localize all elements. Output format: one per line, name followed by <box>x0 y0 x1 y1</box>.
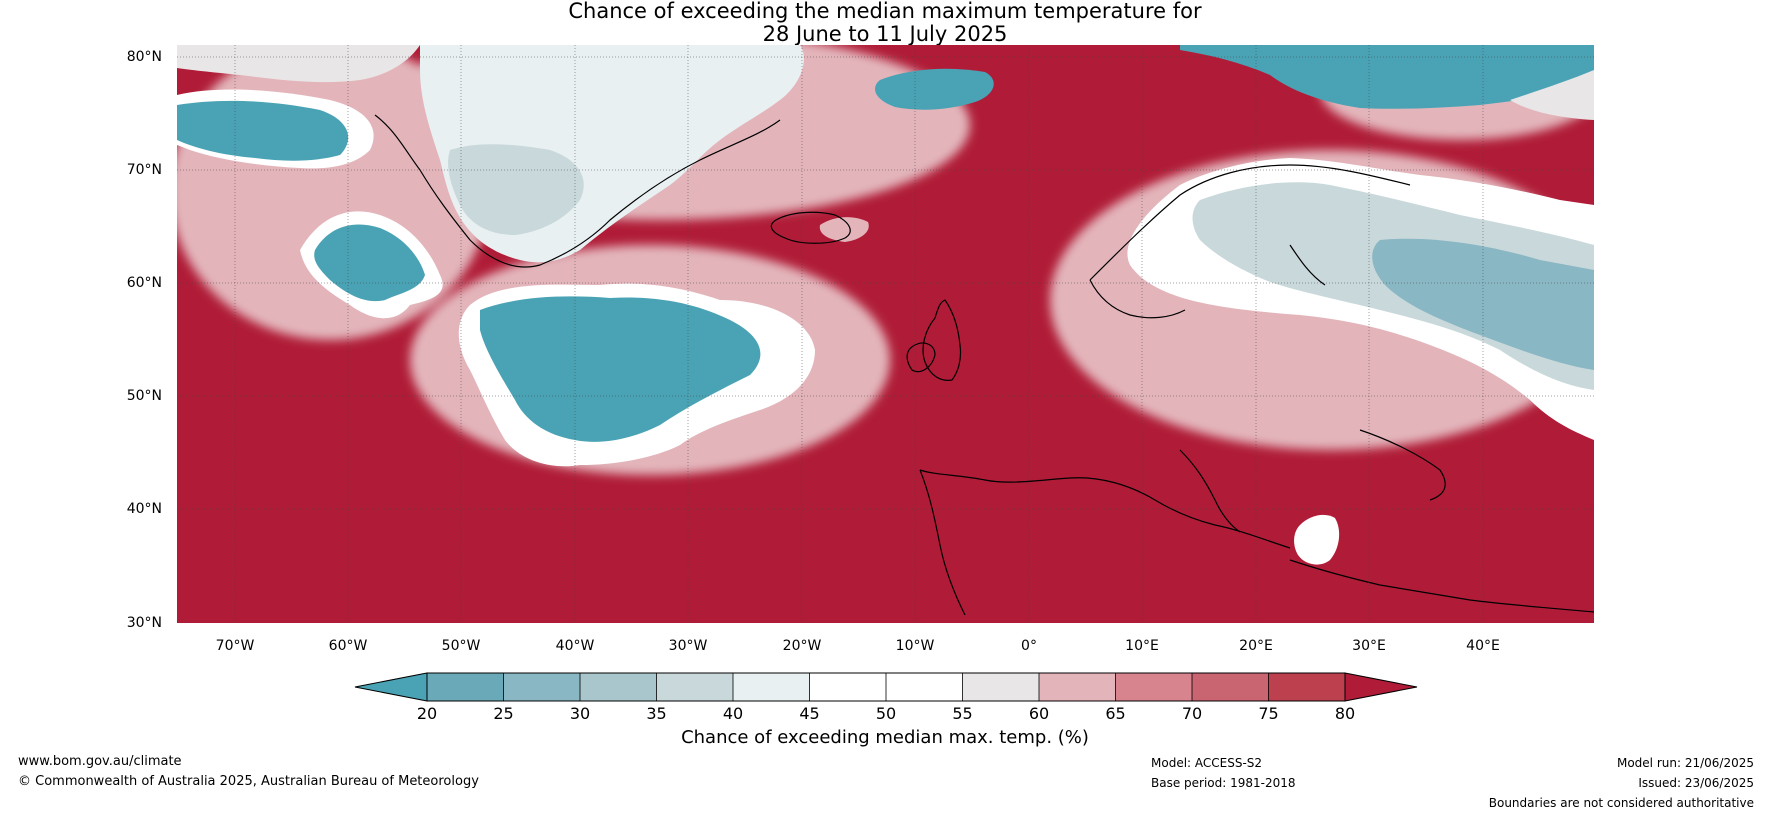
copyright-notice: © Commonwealth of Australia 2025, Austra… <box>18 774 479 789</box>
colorbar: 20 25 30 35 40 45 50 55 60 65 70 75 80 <box>354 672 1418 723</box>
colorbar-segment-20-25 <box>427 673 504 701</box>
russia-cool-core <box>1372 238 1594 370</box>
lon-label-40w: 40°W <box>556 638 595 654</box>
colorbar-segment-40-45 <box>733 673 810 701</box>
colorbar-segment-25-30 <box>503 673 580 701</box>
colorbar-tick-labels: 20 25 30 35 40 45 50 55 60 65 70 75 80 <box>417 704 1355 723</box>
colorbar-segment-60-65 <box>1039 673 1116 701</box>
lat-label-40n: 40°N <box>127 501 162 517</box>
colorbar-tick-55: 55 <box>952 704 972 723</box>
colorbar-tick-40: 40 <box>723 704 743 723</box>
colorbar-title: Chance of exceeding median max. temp. (%… <box>681 727 1089 748</box>
website-link[interactable]: www.bom.gov.au/climate <box>18 754 182 769</box>
map-title-line2: 28 June to 11 July 2025 <box>762 22 1008 46</box>
colorbar-tick-65: 65 <box>1105 704 1125 723</box>
svalbard-cool-anomaly <box>1180 45 1594 109</box>
map-title-line1: Chance of exceeding the median maximum t… <box>568 0 1202 23</box>
colorbar-tick-75: 75 <box>1258 704 1278 723</box>
lat-label-50n: 50°N <box>127 388 162 404</box>
colorbar-tick-50: 50 <box>876 704 896 723</box>
colorbar-tick-30: 30 <box>570 704 590 723</box>
barents-neutral <box>1510 70 1594 120</box>
base-period: Base period: 1981-2018 <box>1151 776 1296 790</box>
lon-label-0: 0° <box>1021 638 1037 654</box>
colorbar-tick-70: 70 <box>1182 704 1202 723</box>
colorbar-high-extension <box>1344 672 1418 702</box>
colorbar-segment-70-75 <box>1192 673 1269 701</box>
boundaries-disclaimer: Boundaries are not considered authoritat… <box>1488 796 1754 810</box>
model-run-date: Model run: 21/06/2025 <box>1616 756 1754 770</box>
latitude-labels: 80°N 70°N 60°N 50°N 40°N 30°N <box>127 49 162 631</box>
colorbar-segment-55-60 <box>962 673 1039 701</box>
lon-label-60w: 60°W <box>329 638 368 654</box>
colorbar-segment-35-40 <box>656 673 733 701</box>
colorbar-tick-60: 60 <box>1029 704 1049 723</box>
probability-field <box>177 45 1594 623</box>
lon-label-70w: 70°W <box>216 638 255 654</box>
aegean-neutral-spot <box>1294 514 1340 565</box>
lon-label-20e: 20°E <box>1239 638 1273 654</box>
colorbar-segment-75-80 <box>1268 673 1345 701</box>
colorbar-tick-20: 20 <box>417 704 437 723</box>
greenland-light-blue <box>448 144 584 235</box>
colorbar-segment-30-35 <box>580 673 657 701</box>
lon-label-10e: 10°E <box>1125 638 1159 654</box>
colorbar-low-extension <box>354 672 428 702</box>
model-name: Model: ACCESS-S2 <box>1151 756 1263 770</box>
colorbar-dividers <box>503 673 1269 701</box>
lon-label-20w: 20°W <box>783 638 822 654</box>
greenland-north-neutral <box>177 45 420 83</box>
lat-label-70n: 70°N <box>127 162 162 178</box>
baffin-cool-core <box>314 224 425 302</box>
lat-label-60n: 60°N <box>127 275 162 291</box>
iceland-cool-spot <box>819 217 869 242</box>
lat-label-30n: 30°N <box>127 615 162 631</box>
lon-label-10w: 10°W <box>896 638 935 654</box>
north-atlantic-cool-core <box>480 296 761 442</box>
lon-label-30e: 30°E <box>1352 638 1386 654</box>
lon-label-50w: 50°W <box>442 638 481 654</box>
colorbar-tick-35: 35 <box>646 704 666 723</box>
colorbar-tick-25: 25 <box>493 704 513 723</box>
issued-date: Issued: 23/06/2025 <box>1638 776 1754 790</box>
graticule <box>177 45 1594 623</box>
lat-label-80n: 80°N <box>127 49 162 65</box>
arctic-canada-cool-core <box>177 100 349 161</box>
colorbar-tick-45: 45 <box>799 704 819 723</box>
colorbar-tick-80: 80 <box>1335 704 1355 723</box>
colorbar-segment-45-50 <box>809 673 886 701</box>
lon-label-40e: 40°E <box>1466 638 1500 654</box>
lon-label-30w: 30°W <box>669 638 708 654</box>
colorbar-segment-50-55 <box>886 673 963 701</box>
greenland-sea-cool-anomaly <box>875 68 994 110</box>
colorbar-segment-65-70 <box>1115 673 1192 701</box>
longitude-labels: 70°W 60°W 50°W 40°W 30°W 20°W 10°W 0° 10… <box>216 638 1500 654</box>
